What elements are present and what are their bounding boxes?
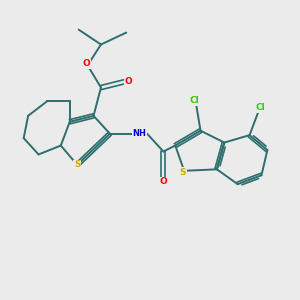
Text: Cl: Cl bbox=[190, 96, 200, 105]
Text: O: O bbox=[160, 177, 167, 186]
Text: O: O bbox=[82, 59, 90, 68]
Text: S: S bbox=[179, 168, 186, 177]
Text: O: O bbox=[124, 77, 132, 86]
Text: Cl: Cl bbox=[255, 103, 265, 112]
Text: NH: NH bbox=[133, 129, 146, 138]
Text: S: S bbox=[74, 160, 80, 169]
